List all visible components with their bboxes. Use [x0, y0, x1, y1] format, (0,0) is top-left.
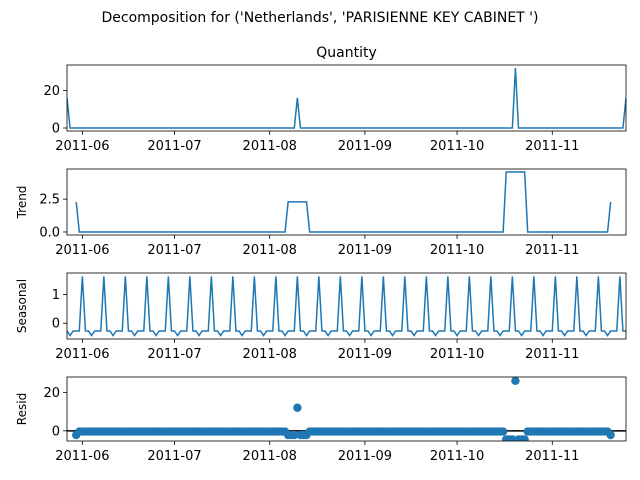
resid-xtick-label: 2011-10 [430, 449, 484, 464]
resid-ylabel: Resid [15, 393, 29, 425]
quantity-ytick-label: 0 [52, 122, 60, 137]
trend-xtick-label: 2011-09 [338, 243, 392, 258]
seasonal-xtick-label: 2011-08 [243, 347, 297, 362]
resid-xtick-label: 2011-09 [338, 449, 392, 464]
resid-axes-frame [66, 376, 627, 442]
resid-ytick-label: 0 [52, 424, 60, 439]
resid-ytick-label: 20 [43, 386, 60, 401]
resid-xtick-label: 2011-07 [147, 449, 201, 464]
quantity-title: Quantity [316, 45, 377, 61]
trend-ytick-label: 2.5 [39, 193, 60, 208]
quantity-axes-frame [66, 64, 627, 132]
trend-series-line [75, 171, 612, 233]
quantity-xtick-label: 2011-11 [525, 139, 579, 154]
resid-xtick-label: 2011-08 [243, 449, 297, 464]
quantity-series-line [67, 67, 626, 129]
seasonal-series-line [67, 276, 626, 337]
resid-point [498, 427, 508, 436]
quantity-xtick-label: 2011-06 [55, 139, 109, 154]
seasonal-xtick-label: 2011-07 [147, 347, 201, 362]
panel-resid: Resid 0 20 2011-06 2011-07 2011-08 2011-09 2011… [15, 376, 627, 464]
resid-point [606, 430, 615, 440]
seasonal-xtick-label: 2011-06 [55, 347, 109, 362]
resid-point [511, 377, 520, 386]
trend-ylabel: Trend [15, 186, 29, 220]
seasonal-ytick-label: 1 [52, 288, 60, 303]
seasonal-xtick-label: 2011-10 [430, 347, 484, 362]
resid-xtick-label: 2011-11 [525, 449, 579, 464]
resid-xtick-label: 2011-06 [55, 449, 109, 464]
trend-xtick-label: 2011-10 [430, 243, 484, 258]
trend-xtick-label: 2011-11 [525, 243, 579, 258]
quantity-ytick-label: 20 [43, 84, 60, 99]
panel-seasonal: Seasonal 0 1 2011-06 2011-07 2011-08 2011-09 20… [15, 272, 627, 362]
quantity-xtick-label: 2011-10 [430, 139, 484, 154]
seasonal-ylabel: Seasonal [15, 279, 29, 333]
panel-trend: Trend 0.0 2.5 2011-06 2011-07 2011-08 2011-09 2… [15, 168, 627, 258]
resid-point [520, 435, 529, 441]
trend-axes-frame [66, 168, 627, 236]
quantity-xtick-label: 2011-08 [243, 139, 297, 154]
resid-point [290, 430, 299, 440]
panel-quantity: Quantity 0 20 2011-06 2011-07 2011-08 2011-09 2… [43, 45, 627, 154]
seasonal-xtick-label: 2011-11 [525, 347, 579, 362]
figure-suptitle: Decomposition for ('Netherlands', 'PARIS… [102, 10, 539, 26]
quantity-xtick-label: 2011-09 [338, 139, 392, 154]
resid-point [293, 403, 302, 412]
seasonal-xtick-label: 2011-09 [338, 347, 392, 362]
trend-ytick-label: 0.0 [39, 225, 60, 240]
seasonal-axes-frame [66, 272, 627, 340]
trend-xtick-label: 2011-08 [243, 243, 297, 258]
trend-xtick-label: 2011-06 [55, 243, 109, 258]
seasonal-ytick-label: 0 [52, 317, 60, 332]
trend-xtick-label: 2011-07 [147, 243, 201, 258]
quantity-xtick-label: 2011-07 [147, 139, 201, 154]
